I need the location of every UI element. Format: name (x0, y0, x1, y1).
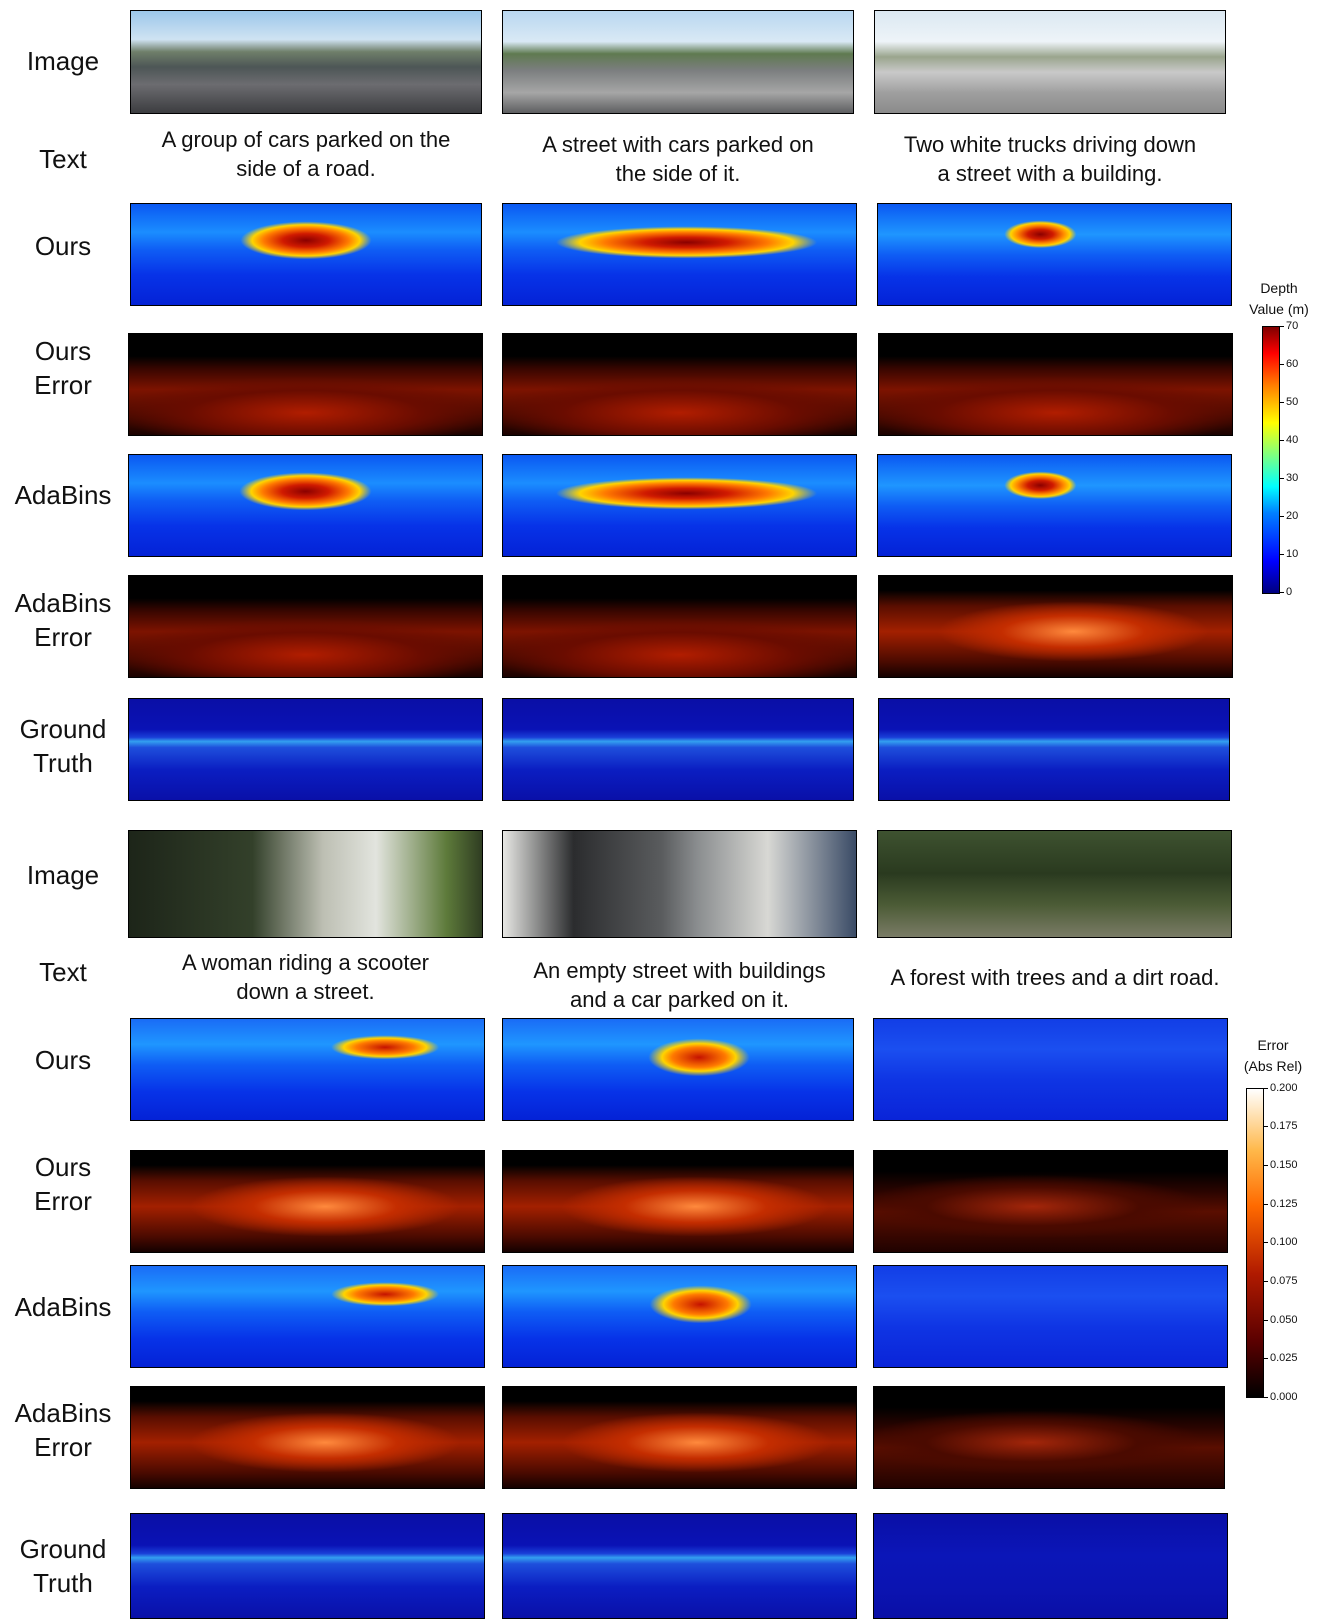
error-tick-label: 0.025 (1264, 1352, 1298, 1364)
ground-truth-depth (130, 1513, 485, 1619)
row-label-adabins-error-bottom: AdaBins Error (14, 1398, 112, 1462)
input-image (130, 10, 482, 114)
depth-tick-label: 70 (1279, 320, 1299, 332)
ours-error-map (502, 1150, 854, 1253)
ground-truth-depth (502, 1513, 857, 1619)
error-tick-label: 0.125 (1264, 1198, 1298, 1210)
ours-error-map (130, 1150, 485, 1253)
depth-tick-label: 10 (1279, 548, 1299, 560)
adabins-error-map (878, 575, 1233, 678)
adabins-depth-map (877, 454, 1232, 557)
error-tick-label: 0.075 (1264, 1275, 1298, 1287)
ours-depth-map (502, 1018, 854, 1121)
depth-tick-label: 60 (1279, 358, 1299, 370)
ours-depth-map (130, 1018, 485, 1121)
ours-depth-map (130, 203, 482, 306)
row-label-adabins-error-top: AdaBins Error (14, 588, 112, 652)
ground-truth-depth (878, 698, 1230, 801)
error-tick-label: 0.200 (1264, 1082, 1298, 1094)
error-colorbar-title: Error (Abs Rel) (1243, 1037, 1303, 1074)
row-label-ground-truth-top: Ground Truth (19, 714, 107, 778)
adabins-depth-map (128, 454, 483, 557)
row-label-adabins-bottom: AdaBins (14, 1292, 112, 1322)
ours-depth-map (873, 1018, 1228, 1121)
error-tick-label: 0.000 (1264, 1391, 1298, 1403)
row-label-ours-error-top: Ours Error (34, 336, 92, 400)
input-image (502, 10, 854, 114)
row-label-ours-error-bottom: Ours Error (34, 1152, 92, 1216)
row-label-text-bottom: Text (39, 957, 87, 987)
adabins-depth-map (873, 1265, 1228, 1368)
input-image (877, 830, 1232, 938)
caption-text: A group of cars parked on the side of a … (161, 127, 451, 181)
caption-text: Two white trucks driving down a street w… (903, 132, 1197, 186)
ours-error-map (502, 333, 857, 436)
depth-colorbar-title: Depth Value (m) (1249, 280, 1309, 317)
input-image (128, 830, 483, 938)
depth-colorbar (1262, 326, 1280, 594)
error-tick-label: 0.100 (1264, 1236, 1298, 1248)
ours-error-map (873, 1150, 1228, 1253)
ours-depth-map (502, 203, 857, 306)
row-label-text-top: Text (39, 144, 87, 174)
caption-text: A street with cars parked on the side of… (542, 132, 814, 186)
input-image (874, 10, 1226, 114)
adabins-depth-map (130, 1265, 485, 1368)
depth-tick-label: 0 (1279, 586, 1293, 598)
caption-text: A forest with trees and a dirt road. (890, 965, 1220, 990)
ours-depth-map (877, 203, 1232, 306)
adabins-error-map (873, 1386, 1225, 1489)
ground-truth-depth (873, 1513, 1228, 1619)
ground-truth-depth (502, 698, 854, 801)
adabins-error-map (130, 1386, 485, 1489)
adabins-error-map (502, 575, 857, 678)
adabins-error-map (128, 575, 483, 678)
row-label-adabins-top: AdaBins (14, 480, 112, 510)
error-tick-label: 0.175 (1264, 1120, 1298, 1132)
row-label-ground-truth-bottom: Ground Truth (19, 1534, 107, 1598)
error-tick-label: 0.150 (1264, 1159, 1298, 1171)
caption-text: A woman riding a scooter down a street. (181, 950, 430, 1004)
row-label-image-bottom: Image (26, 860, 100, 890)
caption-text: An empty street with buildings and a car… (533, 958, 826, 1012)
adabins-error-map (502, 1386, 857, 1489)
input-image (502, 830, 857, 938)
depth-tick-label: 30 (1279, 472, 1299, 484)
error-tick-label: 0.050 (1264, 1314, 1298, 1326)
ground-truth-depth (128, 698, 483, 801)
depth-tick-label: 50 (1279, 396, 1299, 408)
depth-tick-label: 20 (1279, 510, 1299, 522)
row-label-ours-bottom: Ours (34, 1045, 92, 1075)
depth-tick-label: 40 (1279, 434, 1299, 446)
error-colorbar (1246, 1088, 1264, 1398)
ours-error-map (128, 333, 483, 436)
row-label-image-top: Image (26, 46, 100, 76)
ours-error-map (878, 333, 1233, 436)
adabins-depth-map (502, 454, 857, 557)
row-label-ours-top: Ours (34, 231, 92, 261)
adabins-depth-map (502, 1265, 857, 1368)
